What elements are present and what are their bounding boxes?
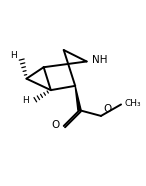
- Text: O: O: [103, 104, 111, 114]
- Text: NH: NH: [92, 55, 107, 65]
- Text: O: O: [51, 120, 59, 129]
- Polygon shape: [75, 86, 81, 110]
- Text: H: H: [22, 96, 29, 105]
- Text: H: H: [10, 51, 17, 60]
- Text: CH₃: CH₃: [125, 99, 141, 108]
